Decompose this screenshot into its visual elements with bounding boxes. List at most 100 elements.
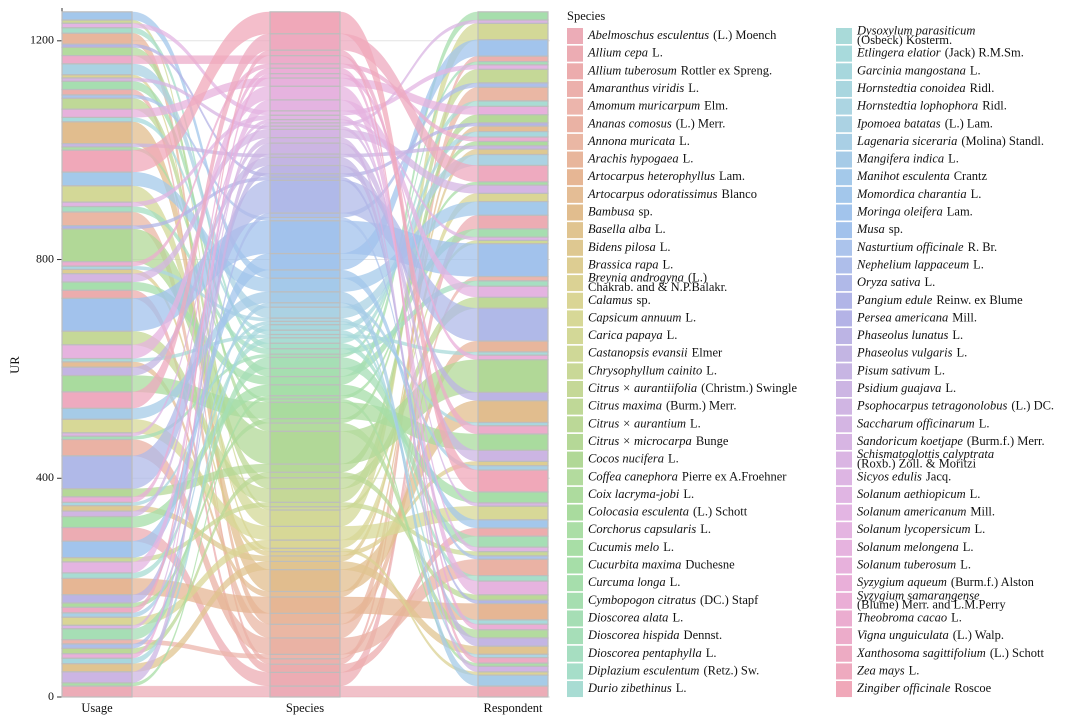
legend-author: (DC.) Stapf [700, 593, 759, 607]
legend-swatch [836, 469, 852, 486]
stratum [269, 568, 341, 593]
legend-swatch [836, 681, 852, 698]
stratum [269, 367, 341, 378]
legend-name: Etlingera elatior [856, 46, 941, 60]
legend-name: Solanum tuberosum [857, 557, 956, 571]
stratum [269, 463, 341, 473]
legend-label: Zingiber officinale Roscoe [857, 681, 992, 695]
legend-author: L. [690, 416, 701, 430]
legend-label: Carica papaya L. [588, 328, 677, 342]
legend-label: Curcuma longa L. [588, 575, 680, 589]
stratum [477, 645, 549, 655]
stratum [477, 674, 549, 687]
stratum [477, 491, 549, 504]
stratum [477, 555, 549, 560]
legend-swatch [836, 63, 852, 80]
legend-author: Pierre ex A.Froehner [682, 469, 787, 483]
legend-swatch [567, 363, 583, 380]
legend-author: (Burm.) Merr. [666, 399, 736, 413]
flow [339, 685, 479, 698]
stratum [61, 32, 133, 45]
legend-swatch [836, 328, 852, 345]
legend-name: Coix lacryma-jobi [588, 487, 680, 501]
stratum [477, 114, 549, 124]
stratum [477, 602, 549, 621]
legend-name: Annona muricata [587, 134, 675, 148]
stratum [61, 289, 133, 299]
legend-swatch [836, 98, 852, 115]
legend-name: Garcinia mangostana [857, 63, 966, 77]
legend-author: L. [909, 663, 920, 677]
stratum [61, 561, 133, 574]
legend-label: Solanum lycopersicum L. [857, 522, 985, 536]
stratum [61, 201, 133, 208]
stratum [477, 502, 549, 507]
y-tick-label: 800 [36, 251, 54, 265]
y-axis-title: UR [8, 356, 22, 374]
legend-author: L. [970, 487, 981, 501]
stratum [61, 366, 133, 377]
stratum [477, 280, 549, 287]
legend-author: Lam. [947, 204, 973, 218]
stratum [61, 616, 133, 626]
stratum [477, 400, 549, 424]
legend-swatch [836, 504, 852, 521]
legend-label: Xanthosoma sagittifolium (L.) Schott [856, 646, 1045, 660]
legend-author: sp. [639, 204, 653, 218]
legend-label: Allium tuberosum Rottler ex Spreng. [587, 63, 772, 77]
stratum [269, 623, 341, 639]
legend-swatch [567, 275, 583, 292]
legend-name: Breynia androgyna [588, 270, 684, 284]
legend-swatch [836, 433, 852, 450]
stratum [61, 407, 133, 420]
legend-author: L. [975, 522, 986, 536]
legend-swatch [567, 381, 583, 397]
legend-swatch [567, 222, 583, 239]
legend-label: Dioscorea pentaphylla L. [587, 646, 717, 660]
legend-author: L. [973, 257, 984, 271]
legend-swatch [836, 575, 852, 592]
legend-label: Corchorus capsularis L. [588, 522, 711, 536]
stratum [269, 269, 341, 279]
legend-label: Phaseolus vulgaris L. [856, 346, 967, 360]
legend-name: Brassica rapa [588, 257, 659, 271]
stratum [61, 374, 133, 393]
legend-label: Abelmoschus esculentus (L.) Moench [587, 28, 777, 42]
legend-name: Zingiber officinale [857, 681, 951, 695]
legend-author: Mill. [970, 504, 995, 518]
stratum [61, 108, 133, 118]
legend-swatch [567, 451, 583, 468]
legend-name: Corchorus capsularis [588, 522, 696, 536]
stratum [477, 39, 549, 57]
legend-swatch [836, 363, 852, 380]
legend-swatch [836, 345, 852, 362]
legend-author: (L.) Moench [713, 28, 777, 42]
stratum [477, 164, 549, 183]
legend-name: Arachis hypogaea [587, 151, 679, 165]
stratum [61, 577, 133, 596]
legend-author: L. [971, 187, 982, 201]
legend-label: Coffea canephora Pierre ex A.Froehner [588, 469, 787, 483]
stratum [61, 455, 133, 490]
legend-label: Colocasia esculenta (L.) Schott [588, 504, 748, 518]
legend-author: L. [951, 610, 962, 624]
stratum [477, 657, 549, 664]
legend-swatch [836, 169, 852, 186]
legend-author: Lam. [719, 169, 745, 183]
stratum [269, 110, 341, 116]
legend-swatch [567, 398, 583, 415]
stratum [477, 469, 549, 493]
stratum [477, 200, 549, 216]
legend-label: Phaseolus lunatus L. [856, 328, 963, 342]
legend-label: Hornstedtia conoidea Ridl. [856, 81, 994, 95]
stratum [269, 85, 341, 101]
stratum [269, 136, 341, 144]
legend-name: Bambusa [588, 204, 635, 218]
legend-name: Dioscorea pentaphylla [587, 646, 702, 660]
stratum [61, 391, 133, 409]
strata [61, 11, 549, 698]
legend-swatch [567, 310, 583, 327]
legend-label: Musa sp. [856, 222, 903, 236]
stratum [269, 596, 341, 614]
